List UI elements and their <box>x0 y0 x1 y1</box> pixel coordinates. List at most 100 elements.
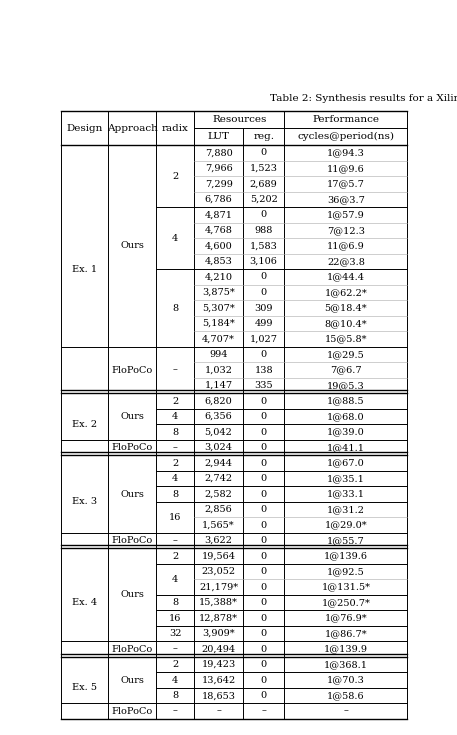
Text: 6,786: 6,786 <box>205 195 233 204</box>
Text: 335: 335 <box>255 381 273 390</box>
Text: 2: 2 <box>172 397 178 406</box>
Text: 2,742: 2,742 <box>205 474 233 483</box>
Text: Ours: Ours <box>120 675 144 685</box>
Text: 8: 8 <box>172 428 178 437</box>
Text: 4,768: 4,768 <box>205 226 233 235</box>
Text: 0: 0 <box>260 629 267 638</box>
Text: Ours: Ours <box>120 490 144 498</box>
Text: FloPoCo: FloPoCo <box>112 706 153 716</box>
Text: 0: 0 <box>260 691 267 700</box>
Text: 16: 16 <box>169 614 181 623</box>
Text: 994: 994 <box>209 350 228 359</box>
Text: 5,184*: 5,184* <box>202 319 235 328</box>
Text: –: – <box>173 365 178 375</box>
Text: 0: 0 <box>260 551 267 561</box>
Text: 2,689: 2,689 <box>250 179 277 188</box>
Text: 3,024: 3,024 <box>205 443 233 452</box>
Text: 6,356: 6,356 <box>205 412 233 421</box>
Text: 5,202: 5,202 <box>250 195 277 204</box>
Text: 1@131.5*: 1@131.5* <box>321 583 371 592</box>
Text: 7,966: 7,966 <box>205 164 233 173</box>
Text: 0: 0 <box>260 490 267 498</box>
Text: 988: 988 <box>255 226 273 235</box>
Text: –: – <box>173 536 178 545</box>
Text: FloPoCo: FloPoCo <box>112 443 153 452</box>
Text: 6,820: 6,820 <box>205 397 233 406</box>
Text: Table 2: Synthesis results for a Xilinx Virtex6 device: Table 2: Synthesis results for a Xilinx … <box>270 94 457 104</box>
Text: 13,642: 13,642 <box>202 675 236 685</box>
Text: Ex. 3: Ex. 3 <box>72 498 97 506</box>
Text: 1,583: 1,583 <box>250 242 277 251</box>
Text: 0: 0 <box>260 350 267 359</box>
Text: 1@55.7: 1@55.7 <box>327 536 365 545</box>
Text: 0: 0 <box>260 459 267 467</box>
Text: –: – <box>344 706 348 716</box>
Text: Approach: Approach <box>106 123 158 133</box>
Text: 3,622: 3,622 <box>205 536 233 545</box>
Text: 15@5.8*: 15@5.8* <box>324 334 367 343</box>
Text: 1,147: 1,147 <box>205 381 233 390</box>
Text: 8: 8 <box>172 304 178 312</box>
Text: 1@76.9*: 1@76.9* <box>324 614 367 623</box>
Text: 2,856: 2,856 <box>205 505 233 514</box>
Text: 4,210: 4,210 <box>205 273 233 282</box>
Text: 19,564: 19,564 <box>202 551 236 561</box>
Text: 4,871: 4,871 <box>205 210 233 220</box>
Text: 4: 4 <box>172 234 178 243</box>
Text: 2: 2 <box>172 660 178 669</box>
Text: 1@139.6: 1@139.6 <box>324 551 368 561</box>
Text: 1@139.9: 1@139.9 <box>324 645 368 653</box>
Text: 3,106: 3,106 <box>250 257 277 266</box>
Text: 4: 4 <box>172 575 178 584</box>
Text: –: – <box>261 706 266 716</box>
Text: 1,032: 1,032 <box>205 365 233 375</box>
Text: 1@67.0: 1@67.0 <box>327 459 365 467</box>
Text: Design: Design <box>66 123 102 133</box>
Text: 7@12.3: 7@12.3 <box>327 226 365 235</box>
Text: radix: radix <box>162 123 189 133</box>
Text: 11@6.9: 11@6.9 <box>327 242 365 251</box>
Text: 12,878*: 12,878* <box>199 614 238 623</box>
Text: 1@368.1: 1@368.1 <box>324 660 368 669</box>
Text: –: – <box>216 706 221 716</box>
Text: 0: 0 <box>260 210 267 220</box>
Text: 7,880: 7,880 <box>205 148 233 157</box>
Text: 4,707*: 4,707* <box>202 334 235 343</box>
Text: 1@29.5: 1@29.5 <box>327 350 365 359</box>
Text: 1@41.1: 1@41.1 <box>327 443 365 452</box>
Text: FloPoCo: FloPoCo <box>112 365 153 375</box>
Text: 1@86.7*: 1@86.7* <box>324 629 367 638</box>
Text: 0: 0 <box>260 288 267 297</box>
Text: 3,875*: 3,875* <box>202 288 235 297</box>
Text: Ex. 2: Ex. 2 <box>72 420 97 429</box>
Text: 0: 0 <box>260 598 267 607</box>
Text: 1,565*: 1,565* <box>202 520 235 530</box>
Text: 1@35.1: 1@35.1 <box>327 474 365 483</box>
Text: 0: 0 <box>260 567 267 576</box>
Text: 0: 0 <box>260 520 267 530</box>
Text: 0: 0 <box>260 443 267 452</box>
Text: cycles@period(ns): cycles@period(ns) <box>298 132 394 141</box>
Text: 1@58.6: 1@58.6 <box>327 691 365 700</box>
Text: 22@3.8: 22@3.8 <box>327 257 365 266</box>
Text: 2: 2 <box>172 551 178 561</box>
Text: 2,582: 2,582 <box>205 490 233 498</box>
Text: 1,523: 1,523 <box>250 164 278 173</box>
Text: Ex. 4: Ex. 4 <box>72 598 97 607</box>
Text: 1@94.3: 1@94.3 <box>327 148 365 157</box>
Text: 2,944: 2,944 <box>205 459 233 467</box>
Text: 15,388*: 15,388* <box>199 598 238 607</box>
Text: 0: 0 <box>260 397 267 406</box>
Text: 0: 0 <box>260 660 267 669</box>
Text: 1@31.2: 1@31.2 <box>327 505 365 514</box>
Text: 0: 0 <box>260 536 267 545</box>
Text: 0: 0 <box>260 273 267 282</box>
Text: 1@70.3: 1@70.3 <box>327 675 365 685</box>
Text: 1@44.4: 1@44.4 <box>327 273 365 282</box>
Text: 23,052: 23,052 <box>202 567 236 576</box>
Text: LUT: LUT <box>207 132 229 141</box>
Text: 8: 8 <box>172 490 178 498</box>
Text: 16: 16 <box>169 513 181 522</box>
Text: 4: 4 <box>172 474 178 483</box>
Text: 1@68.0: 1@68.0 <box>327 412 365 421</box>
